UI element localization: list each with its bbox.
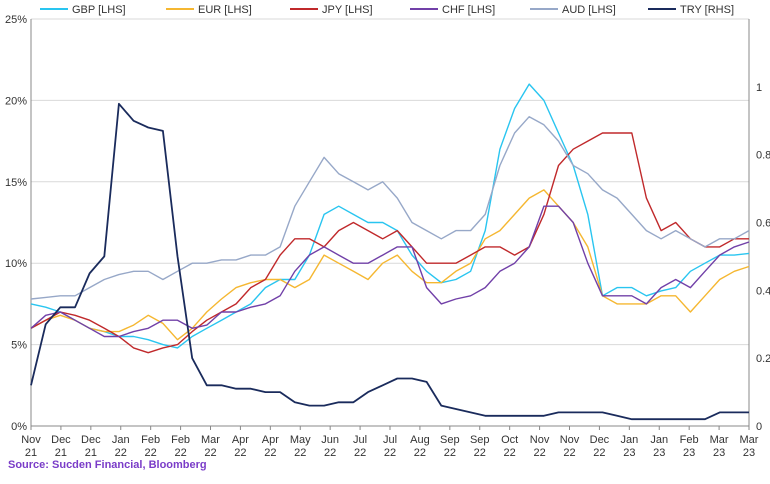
x-tick-month: Sep [470, 434, 490, 446]
x-tick-year: 21 [55, 447, 67, 459]
legend: GBP [LHS] EUR [LHS] JPY [LHS] CHF [LHS] AUD … [40, 4, 734, 16]
x-tick-year: 22 [115, 447, 127, 459]
x-tick-year: 22 [234, 447, 246, 459]
x-tick-month: Dec [590, 434, 610, 446]
x-tick-month: Jan [112, 434, 130, 446]
x-tick-year: 22 [324, 447, 336, 459]
left-tick-label: 25% [5, 14, 27, 26]
x-tick-year: 22 [414, 447, 426, 459]
series-line-gbp [30, 83, 750, 349]
legend-label-eur: EUR [LHS] [198, 4, 252, 16]
right-tick-label: 1 [756, 82, 762, 94]
left-tick-label: 5% [11, 340, 27, 352]
series-line-try [30, 102, 749, 421]
series-lines [30, 83, 750, 421]
x-tick-year: 23 [713, 447, 725, 459]
left-tick-label: 10% [5, 258, 27, 270]
x-tick-month: Jan [650, 434, 668, 446]
x-tick-year: 22 [384, 447, 396, 459]
x-tick-month: Nov [530, 434, 550, 446]
legend-label-gbp: GBP [LHS] [72, 4, 126, 16]
x-tick-year: 21 [25, 447, 37, 459]
x-tick-month: Sep [440, 434, 460, 446]
x-tick-year: 22 [444, 447, 456, 459]
x-tick-year: 22 [563, 447, 575, 459]
x-tick-year: 22 [294, 447, 306, 459]
left-tick-label: 20% [5, 95, 27, 107]
x-tick-year: 22 [264, 447, 276, 459]
right-tick-label: 0 [756, 421, 762, 433]
x-tick-year: 22 [593, 447, 605, 459]
x-tick-month: Nov [560, 434, 580, 446]
left-tick-label: 15% [5, 177, 27, 189]
right-tick-label: 0.4 [756, 285, 770, 297]
x-tick-month: Jul [353, 434, 367, 446]
x-tick-month: Apr [232, 434, 249, 446]
x-tick-month: Feb [141, 434, 160, 446]
x-tick-month: Mar [201, 434, 220, 446]
right-tick-label: 0.6 [756, 218, 770, 230]
series-line-aud [30, 115, 750, 300]
source-note: Source: Sucden Financial, Bloomberg [8, 459, 207, 471]
x-tick-year: 23 [623, 447, 635, 459]
x-tick-year: 22 [533, 447, 545, 459]
x-tick-year: 22 [354, 447, 366, 459]
x-tick-month: Aug [410, 434, 430, 446]
x-tick-year: 22 [145, 447, 157, 459]
right-tick-label: 0.2 [756, 353, 770, 365]
x-tick-year: 23 [743, 447, 755, 459]
legend-label-aud: AUD [LHS] [562, 4, 616, 16]
x-tick-month: Jan [620, 434, 638, 446]
x-tick-month: Mar [740, 434, 759, 446]
x-tick-month: Jun [321, 434, 339, 446]
x-tick-month: May [290, 434, 311, 446]
legend-label-try: TRY [RHS] [680, 4, 734, 16]
x-tick-month: Feb [171, 434, 190, 446]
x-tick-month: Jul [383, 434, 397, 446]
x-tick-month: Dec [51, 434, 71, 446]
x-tick-year: 22 [504, 447, 516, 459]
legend-label-jpy: JPY [LHS] [322, 4, 373, 16]
x-tick-month: Feb [680, 434, 699, 446]
x-tick-year: 22 [204, 447, 216, 459]
x-tick-year: 21 [85, 447, 97, 459]
left-tick-label: 0% [11, 421, 27, 433]
x-tick-month: Nov [21, 434, 41, 446]
x-tick-year: 22 [174, 447, 186, 459]
x-tick-year: 23 [653, 447, 665, 459]
x-tick-month: Mar [710, 434, 729, 446]
series-line-eur [30, 189, 750, 341]
x-tick-month: Apr [262, 434, 279, 446]
x-tick-month: Oct [501, 434, 518, 446]
right-tick-label: 0.8 [756, 150, 770, 162]
legend-label-chf: CHF [LHS] [442, 4, 495, 16]
series-line-chf [30, 205, 750, 338]
x-tick-month: Dec [81, 434, 101, 446]
x-tick-year: 22 [474, 447, 486, 459]
series-line-jpy [30, 132, 749, 354]
gridlines [31, 18, 749, 427]
x-tick-year: 23 [683, 447, 695, 459]
axes: 0%5%10%15%20%25%00.20.40.60.81Nov21Dec21… [5, 14, 770, 459]
